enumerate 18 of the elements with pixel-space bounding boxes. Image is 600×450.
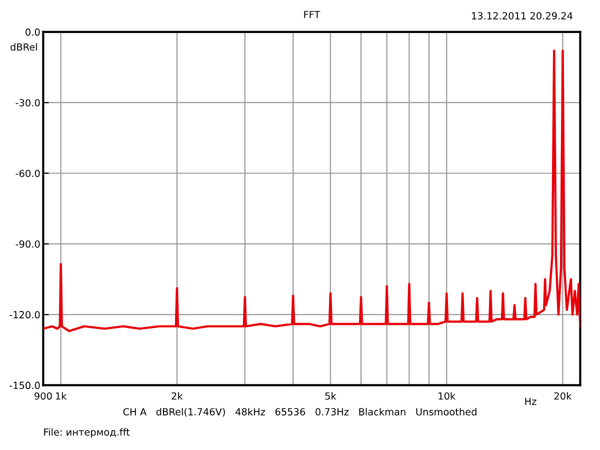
- x-tick-label: 2k: [172, 392, 183, 400]
- text: CH A dBRel(1.746V) 48kHz 65536 0.73Hz Blackman Unsmoothed: [123, 408, 476, 417]
- y-tick-label: 0.0: [26, 28, 40, 36]
- text: 13.12.2011 20.29.24: [472, 12, 572, 20]
- y-axis-title: dBRel: [10, 43, 37, 51]
- y-tick-label: -30.0: [16, 99, 40, 106]
- y-tick-label: -60.0: [16, 170, 40, 178]
- x-axis-title: Hz: [525, 398, 536, 405]
- x-tick-label: 20k: [554, 392, 572, 400]
- text: File: интермод.fft: [44, 428, 130, 438]
- x-tick-label: 1k: [56, 392, 67, 400]
- x-tick-label: 900: [34, 392, 52, 400]
- y-tick-label: -120.0: [10, 311, 40, 318]
- y-tick-label: -150.0: [10, 382, 40, 390]
- y-tick-label: -90.0: [16, 240, 40, 248]
- x-tick-label: 5k: [325, 392, 336, 400]
- chart-title: FFT: [304, 10, 320, 18]
- x-tick-label: 10k: [438, 392, 456, 400]
